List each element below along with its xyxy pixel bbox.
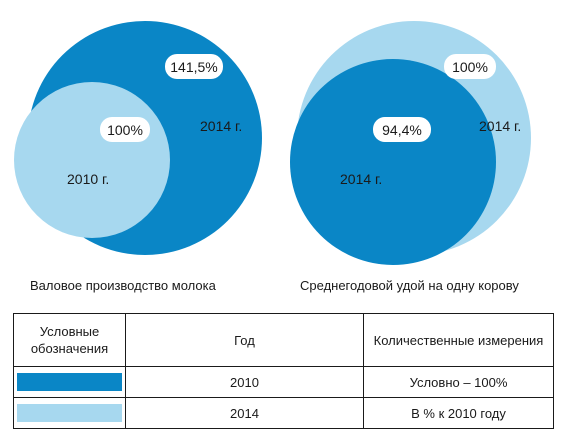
- diagram-caption-yield-per-cow: Среднегодовой удой на одну корову: [300, 278, 519, 293]
- measure-cell: В % к 2010 году: [363, 397, 554, 429]
- outer-year-label: 2014 г.: [479, 118, 521, 134]
- value-label-box: [373, 117, 431, 142]
- swatch-cell: [13, 397, 126, 429]
- value-label-box: [100, 117, 150, 142]
- table-row: 2010 Условно – 100%: [13, 366, 554, 398]
- year-cell: 2010: [125, 366, 364, 398]
- value-label-box: [444, 54, 496, 79]
- year-cell: 2014: [125, 397, 364, 429]
- inner-circle-2010: [14, 82, 170, 238]
- diagram-caption-gross-production: Валовое производство молока: [30, 278, 216, 293]
- venn-diagrams: 141,5% 100% 2014 г. 2010 г. 100% 94,4% 2…: [14, 21, 531, 265]
- inner-year-label: 2014 г.: [340, 171, 382, 187]
- inner-value-label: 100%: [107, 122, 143, 138]
- dark-blue-swatch: [17, 373, 122, 391]
- diagram-yield-per-cow: 100% 94,4% 2014 г. 2014 г.: [290, 21, 531, 265]
- legend-header-row: Условные обозначения Год Количественные …: [13, 313, 554, 367]
- diagram-gross-production: 141,5% 100% 2014 г. 2010 г.: [14, 21, 262, 255]
- legend-table: Условные обозначения Год Количественные …: [13, 313, 554, 429]
- header-symbols: Условные обозначения: [13, 313, 126, 367]
- outer-value-label: 141,5%: [170, 59, 217, 75]
- inner-circle-2014: [290, 59, 496, 265]
- header-year: Год: [125, 313, 364, 367]
- table-row: 2014 В % к 2010 году: [13, 397, 554, 429]
- header-measures: Количественные измерения: [363, 313, 554, 367]
- outer-value-label: 100%: [452, 59, 488, 75]
- measure-cell: Условно – 100%: [363, 366, 554, 398]
- value-label-box: [165, 54, 223, 79]
- light-blue-swatch: [17, 404, 122, 422]
- inner-value-label: 94,4%: [382, 122, 422, 138]
- swatch-cell: [13, 366, 126, 398]
- outer-year-label: 2014 г.: [200, 118, 242, 134]
- inner-year-label: 2010 г.: [67, 171, 109, 187]
